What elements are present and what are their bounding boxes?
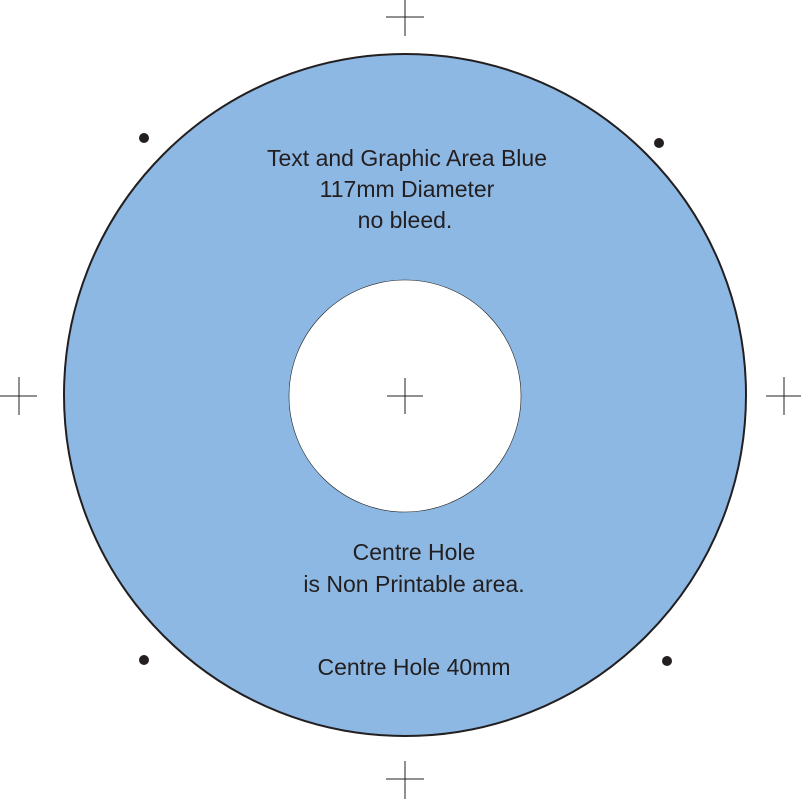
centre-hole-title: Centre Hole	[353, 539, 476, 565]
centre-hole-size: Centre Hole 40mm	[317, 654, 510, 680]
corner-dot-top-left	[139, 133, 149, 143]
registration-mark-left	[0, 377, 37, 415]
print-area-title: Text and Graphic Area Blue	[267, 145, 547, 171]
corner-dot-top-right	[654, 138, 664, 148]
registration-mark-top	[386, 0, 424, 36]
registration-mark-bottom	[386, 761, 424, 799]
print-area-diameter: 117mm Diameter	[320, 176, 495, 202]
print-area-bleed-note: no bleed.	[358, 207, 453, 233]
corner-dot-bottom-right	[662, 656, 672, 666]
centre-hole-note: is Non Printable area.	[303, 571, 524, 597]
registration-mark-centre	[387, 378, 423, 414]
registration-mark-right	[766, 377, 801, 415]
corner-dot-bottom-left	[139, 655, 149, 665]
